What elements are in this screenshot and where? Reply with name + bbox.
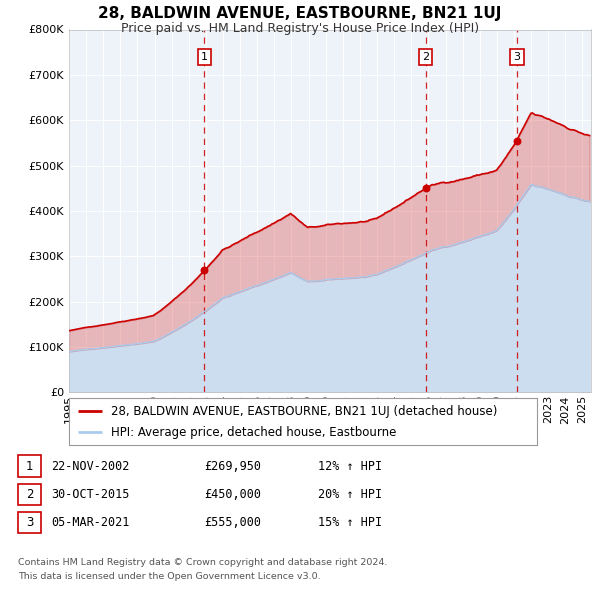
Text: 22-NOV-2002: 22-NOV-2002 <box>51 460 130 473</box>
Text: 3: 3 <box>26 516 33 529</box>
Text: 2: 2 <box>422 52 429 62</box>
Text: 28, BALDWIN AVENUE, EASTBOURNE, BN21 1UJ (detached house): 28, BALDWIN AVENUE, EASTBOURNE, BN21 1UJ… <box>111 405 497 418</box>
Text: 28, BALDWIN AVENUE, EASTBOURNE, BN21 1UJ: 28, BALDWIN AVENUE, EASTBOURNE, BN21 1UJ <box>98 6 502 21</box>
Text: 15% ↑ HPI: 15% ↑ HPI <box>318 516 382 529</box>
Text: This data is licensed under the Open Government Licence v3.0.: This data is licensed under the Open Gov… <box>18 572 320 581</box>
Text: 3: 3 <box>514 52 520 62</box>
Text: £555,000: £555,000 <box>204 516 261 529</box>
Text: £450,000: £450,000 <box>204 488 261 501</box>
Text: 2: 2 <box>26 488 33 501</box>
Text: 30-OCT-2015: 30-OCT-2015 <box>51 488 130 501</box>
Point <box>421 183 430 193</box>
Text: 1: 1 <box>26 460 33 473</box>
Text: Contains HM Land Registry data © Crown copyright and database right 2024.: Contains HM Land Registry data © Crown c… <box>18 558 388 566</box>
Text: HPI: Average price, detached house, Eastbourne: HPI: Average price, detached house, East… <box>111 426 397 439</box>
Text: 12% ↑ HPI: 12% ↑ HPI <box>318 460 382 473</box>
Text: 05-MAR-2021: 05-MAR-2021 <box>51 516 130 529</box>
Text: Price paid vs. HM Land Registry's House Price Index (HPI): Price paid vs. HM Land Registry's House … <box>121 22 479 35</box>
Point <box>512 136 521 145</box>
Text: 20% ↑ HPI: 20% ↑ HPI <box>318 488 382 501</box>
Text: 1: 1 <box>201 52 208 62</box>
Point <box>199 265 209 274</box>
Text: £269,950: £269,950 <box>204 460 261 473</box>
